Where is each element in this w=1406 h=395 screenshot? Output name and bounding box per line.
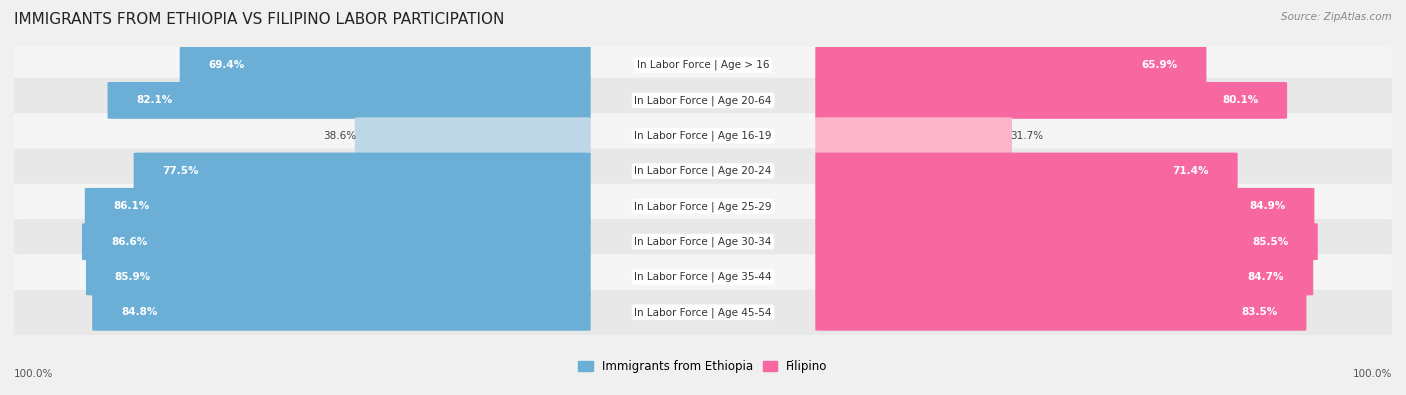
Text: 84.9%: 84.9% [1249,201,1285,211]
Text: 31.7%: 31.7% [1011,131,1043,141]
FancyBboxPatch shape [84,188,591,225]
Text: 84.7%: 84.7% [1247,272,1284,282]
Text: In Labor Force | Age 20-64: In Labor Force | Age 20-64 [634,95,772,105]
Text: In Labor Force | Age 20-24: In Labor Force | Age 20-24 [634,166,772,176]
Text: 84.8%: 84.8% [121,307,157,317]
Text: IMMIGRANTS FROM ETHIOPIA VS FILIPINO LABOR PARTICIPATION: IMMIGRANTS FROM ETHIOPIA VS FILIPINO LAB… [14,12,505,27]
FancyBboxPatch shape [815,259,1313,295]
FancyBboxPatch shape [815,117,1012,154]
FancyBboxPatch shape [14,42,1392,88]
FancyBboxPatch shape [815,223,1317,260]
Text: In Labor Force | Age > 16: In Labor Force | Age > 16 [637,60,769,70]
FancyBboxPatch shape [82,223,591,260]
Text: In Labor Force | Age 45-54: In Labor Force | Age 45-54 [634,307,772,318]
Text: 100.0%: 100.0% [1353,369,1392,379]
FancyBboxPatch shape [134,152,591,190]
Text: 80.1%: 80.1% [1222,95,1258,105]
Text: 38.6%: 38.6% [323,131,356,141]
FancyBboxPatch shape [14,290,1392,335]
Text: 83.5%: 83.5% [1241,307,1278,317]
Text: 86.6%: 86.6% [111,237,148,246]
FancyBboxPatch shape [107,82,591,119]
Text: In Labor Force | Age 30-34: In Labor Force | Age 30-34 [634,236,772,247]
FancyBboxPatch shape [14,113,1392,158]
Text: In Labor Force | Age 35-44: In Labor Force | Age 35-44 [634,272,772,282]
Text: 86.1%: 86.1% [114,201,150,211]
Text: In Labor Force | Age 16-19: In Labor Force | Age 16-19 [634,130,772,141]
Text: 71.4%: 71.4% [1173,166,1209,176]
FancyBboxPatch shape [815,47,1206,83]
FancyBboxPatch shape [14,149,1392,194]
Text: 100.0%: 100.0% [14,369,53,379]
FancyBboxPatch shape [14,254,1392,299]
FancyBboxPatch shape [815,294,1306,331]
FancyBboxPatch shape [14,184,1392,229]
Text: 65.9%: 65.9% [1142,60,1177,70]
FancyBboxPatch shape [815,82,1286,119]
Text: 77.5%: 77.5% [163,166,200,176]
Text: 69.4%: 69.4% [208,60,245,70]
FancyBboxPatch shape [14,219,1392,264]
Text: 85.5%: 85.5% [1253,237,1289,246]
FancyBboxPatch shape [815,152,1237,190]
Text: Source: ZipAtlas.com: Source: ZipAtlas.com [1281,12,1392,22]
FancyBboxPatch shape [93,294,591,331]
FancyBboxPatch shape [180,47,591,83]
Text: 85.9%: 85.9% [115,272,150,282]
Legend: Immigrants from Ethiopia, Filipino: Immigrants from Ethiopia, Filipino [574,355,832,378]
FancyBboxPatch shape [815,188,1315,225]
FancyBboxPatch shape [14,78,1392,123]
FancyBboxPatch shape [86,259,591,295]
Text: 82.1%: 82.1% [136,95,173,105]
FancyBboxPatch shape [354,117,591,154]
Text: In Labor Force | Age 25-29: In Labor Force | Age 25-29 [634,201,772,212]
